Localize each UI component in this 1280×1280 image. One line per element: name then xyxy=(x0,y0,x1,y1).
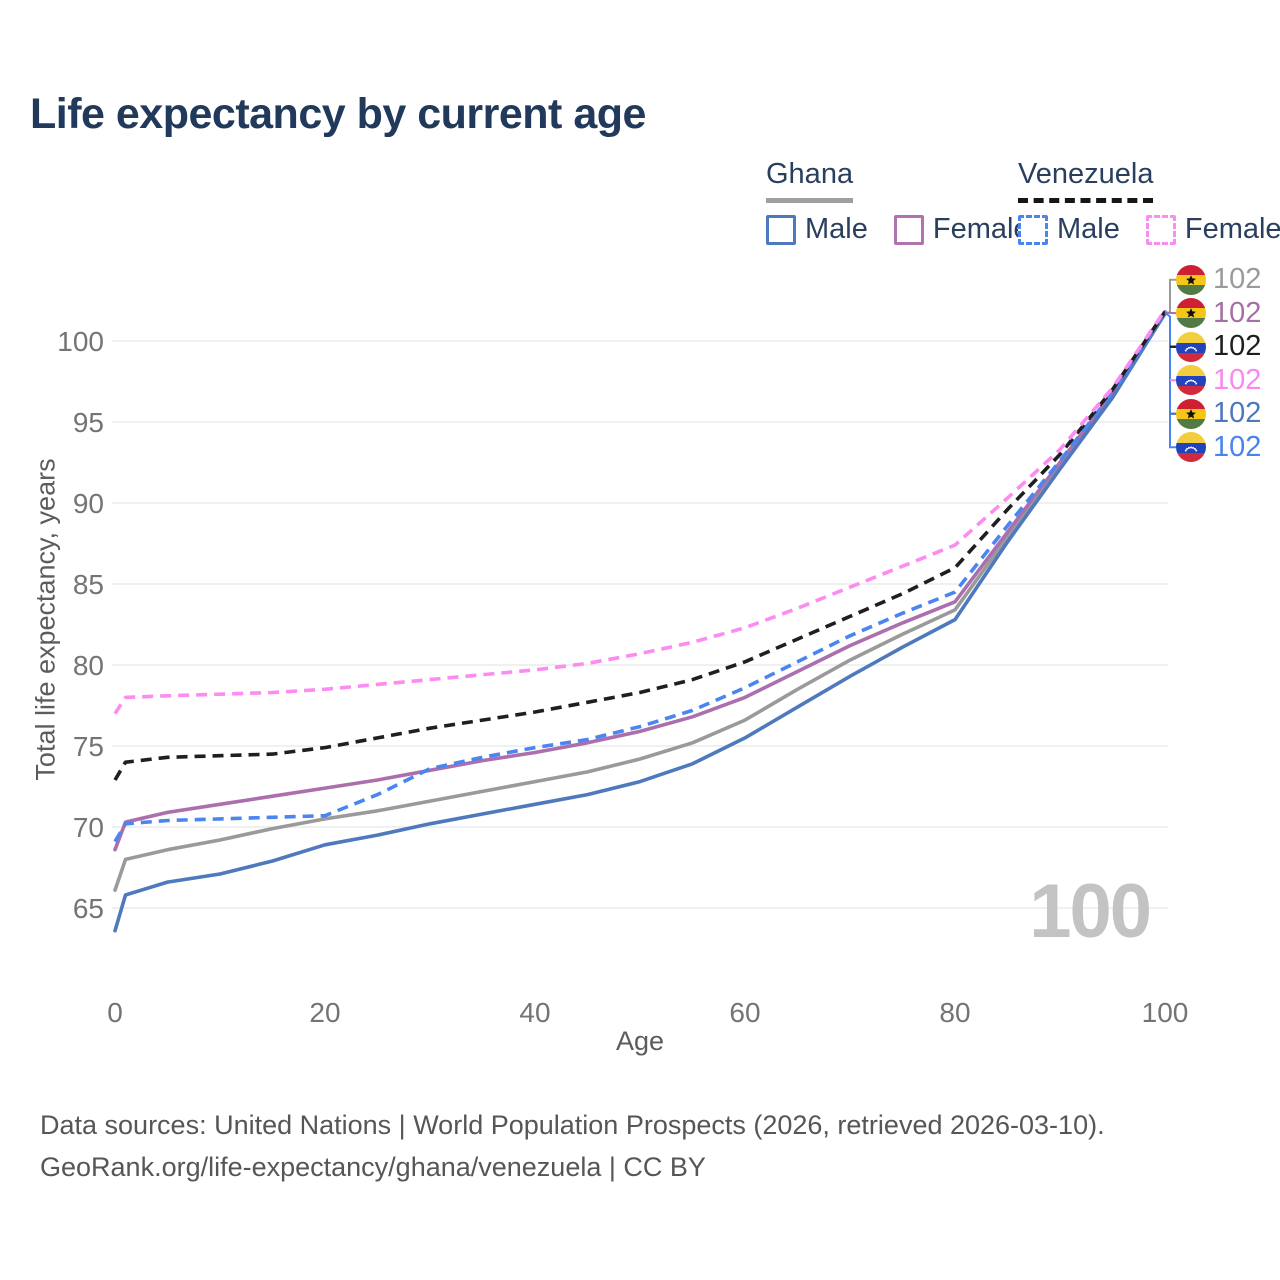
end-label-row-venezuela-5: 102 xyxy=(1176,431,1261,465)
y-tick-70: 70 xyxy=(73,812,104,843)
venezuela-male-swatch xyxy=(1018,214,1048,245)
flag-icon-venezuela xyxy=(1176,365,1206,396)
y-tick-95: 95 xyxy=(73,407,104,438)
footer-line-2: GeoRank.org/life-expectancy/ghana/venezu… xyxy=(40,1152,706,1182)
flag-icon-ghana xyxy=(1176,398,1206,429)
flag-icon-ghana xyxy=(1176,264,1206,295)
legend-group-ghana: Ghana Male Female xyxy=(766,158,1030,246)
end-label-row-venezuela-3: 102 xyxy=(1176,364,1261,398)
legend-label-ghana-female: Female xyxy=(932,213,1030,245)
page-title: Life expectancy by current age xyxy=(30,90,646,138)
y-tick-80: 80 xyxy=(73,650,104,681)
flag-icon-venezuela xyxy=(1176,331,1206,362)
ghana-male-swatch xyxy=(766,214,796,245)
y-tick-90: 90 xyxy=(73,488,104,519)
venezuela-female-swatch xyxy=(1145,214,1176,245)
end-label-row-ghana-1: 102 xyxy=(1176,297,1261,331)
legend-country-venezuela[interactable]: Venezuela xyxy=(1018,158,1154,203)
legend-item-venezuela-male[interactable]: Male xyxy=(1018,213,1120,246)
end-label-value: 102 xyxy=(1213,330,1262,363)
flag-icon-ghana xyxy=(1176,298,1206,329)
x-axis-title: Age xyxy=(615,1026,665,1056)
legend-item-ghana-male[interactable]: Male xyxy=(766,213,868,246)
legend-item-venezuela-female[interactable]: Female xyxy=(1145,213,1280,246)
legend-label-venezuela-female: Female xyxy=(1184,213,1280,245)
end-label-value: 102 xyxy=(1213,296,1262,329)
x-tick-0: 0 xyxy=(107,997,123,1028)
age-indicator-watermark: 100 xyxy=(1029,869,1152,954)
leader-line-5 xyxy=(1164,311,1177,449)
series-line-ghana-female[interactable] xyxy=(113,310,1167,852)
series-line-ghana-both[interactable] xyxy=(113,311,1167,892)
x-tick-60: 60 xyxy=(729,997,760,1028)
series-line-venezuela-female[interactable] xyxy=(113,309,1167,715)
y-tick-100: 100 xyxy=(57,326,104,357)
end-value-labels: 102 102 102 102 102 102 xyxy=(1176,263,1261,464)
y-tick-85: 85 xyxy=(73,569,104,600)
legend-item-ghana-female[interactable]: Female xyxy=(893,213,1030,246)
end-label-value: 102 xyxy=(1213,363,1262,396)
ghana-female-swatch xyxy=(893,214,924,245)
legend-country-ghana[interactable]: Ghana xyxy=(766,158,854,203)
flag-icon-venezuela xyxy=(1176,432,1206,463)
x-tick-80: 80 xyxy=(939,997,970,1028)
end-label-row-venezuela-2: 102 xyxy=(1176,330,1261,364)
x-tick-100: 100 xyxy=(1142,997,1189,1028)
y-axis-title: Total life expectancy, years xyxy=(30,458,61,781)
series-line-venezuela-male[interactable] xyxy=(113,310,1167,843)
end-label-value: 102 xyxy=(1213,430,1262,463)
y-tick-75: 75 xyxy=(73,731,104,762)
legend-label-ghana-male: Male xyxy=(805,213,868,245)
footer: Data sources: United Nations | World Pop… xyxy=(40,1104,1105,1188)
series-line-ghana-male[interactable] xyxy=(113,311,1167,933)
x-tick-20: 20 xyxy=(309,997,340,1028)
end-label-row-ghana-4: 102 xyxy=(1176,397,1261,431)
footer-line-1: Data sources: United Nations | World Pop… xyxy=(40,1110,1105,1140)
end-label-value: 102 xyxy=(1213,397,1262,430)
end-label-row-ghana-0: 102 xyxy=(1176,263,1261,297)
y-tick-65: 65 xyxy=(73,893,104,924)
end-label-value: 102 xyxy=(1213,263,1262,296)
legend-group-venezuela: Venezuela Male Female xyxy=(1018,158,1280,246)
series-line-venezuela-both[interactable] xyxy=(113,310,1167,781)
x-tick-40: 40 xyxy=(519,997,550,1028)
leader-line-1 xyxy=(1164,311,1178,315)
legend-label-venezuela-male: Male xyxy=(1057,213,1120,245)
